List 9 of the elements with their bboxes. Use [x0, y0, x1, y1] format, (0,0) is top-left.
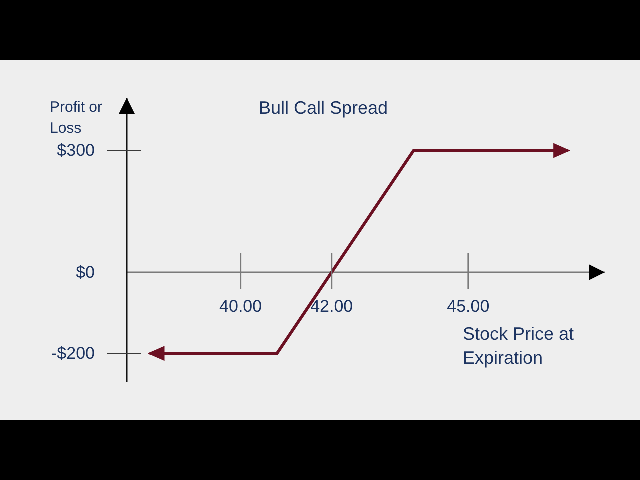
y-tick-label: -$200: [52, 344, 95, 364]
x-tick-label: 40.00: [220, 296, 262, 316]
y-tick-label: $0: [76, 262, 95, 282]
y-tick-label: $300: [57, 141, 95, 160]
x-axis-title: Stock Price at Expiration: [463, 323, 576, 370]
x-tick-label: 42.00: [310, 296, 354, 316]
x-tick-label: 45.00: [447, 296, 490, 316]
chart-title: Bull Call Spread: [259, 98, 388, 119]
y-axis-title: Profit or Loss: [50, 98, 104, 139]
